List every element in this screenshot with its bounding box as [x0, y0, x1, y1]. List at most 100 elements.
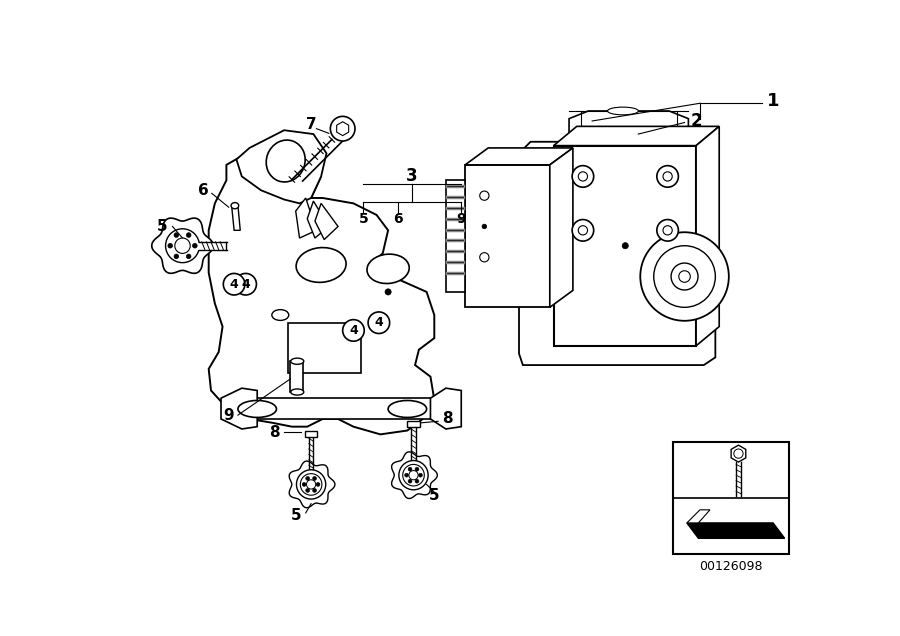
- Circle shape: [307, 480, 316, 489]
- Circle shape: [235, 273, 256, 295]
- Circle shape: [330, 116, 355, 141]
- Polygon shape: [232, 205, 240, 230]
- Ellipse shape: [653, 245, 716, 307]
- Text: 5: 5: [429, 488, 439, 504]
- Ellipse shape: [272, 310, 289, 321]
- Text: 8: 8: [270, 425, 280, 439]
- Text: 4: 4: [230, 278, 238, 291]
- Ellipse shape: [388, 401, 427, 417]
- Circle shape: [223, 273, 245, 295]
- Circle shape: [734, 449, 743, 459]
- Polygon shape: [550, 148, 573, 307]
- Polygon shape: [315, 204, 338, 240]
- Polygon shape: [289, 461, 335, 508]
- Circle shape: [418, 473, 422, 477]
- Bar: [408, 421, 419, 427]
- Circle shape: [657, 219, 679, 241]
- Circle shape: [186, 254, 191, 259]
- Circle shape: [296, 470, 326, 499]
- Ellipse shape: [231, 203, 239, 209]
- Polygon shape: [296, 198, 317, 238]
- Circle shape: [657, 165, 679, 187]
- Polygon shape: [337, 121, 348, 135]
- Text: 5: 5: [158, 219, 167, 234]
- Polygon shape: [696, 127, 719, 346]
- Circle shape: [312, 488, 317, 492]
- Text: 4: 4: [241, 278, 250, 291]
- Polygon shape: [392, 452, 437, 499]
- Polygon shape: [152, 218, 213, 273]
- Polygon shape: [731, 445, 746, 462]
- Polygon shape: [430, 388, 461, 429]
- Bar: [288, 322, 361, 373]
- Circle shape: [174, 233, 179, 237]
- Ellipse shape: [238, 401, 276, 417]
- Circle shape: [306, 488, 310, 492]
- Polygon shape: [687, 510, 710, 523]
- Ellipse shape: [291, 389, 304, 395]
- Polygon shape: [291, 361, 303, 392]
- Circle shape: [312, 476, 317, 480]
- Circle shape: [663, 226, 672, 235]
- Polygon shape: [229, 398, 438, 419]
- Ellipse shape: [367, 254, 410, 284]
- Text: 00126098: 00126098: [699, 560, 762, 572]
- Bar: [554, 146, 696, 346]
- Text: 9: 9: [223, 408, 234, 422]
- Text: 8: 8: [442, 411, 453, 427]
- Ellipse shape: [640, 232, 729, 321]
- Circle shape: [302, 483, 306, 487]
- Circle shape: [166, 229, 200, 263]
- Bar: [673, 442, 788, 554]
- Circle shape: [301, 474, 322, 495]
- Text: 5: 5: [291, 508, 301, 523]
- Text: 5: 5: [358, 212, 368, 226]
- Text: 1: 1: [767, 92, 779, 110]
- Circle shape: [316, 483, 320, 487]
- Text: 2: 2: [690, 112, 702, 130]
- Circle shape: [402, 464, 424, 486]
- Ellipse shape: [671, 263, 698, 290]
- Circle shape: [482, 224, 487, 229]
- Polygon shape: [221, 388, 257, 429]
- Circle shape: [579, 226, 588, 235]
- Circle shape: [405, 473, 409, 477]
- Polygon shape: [687, 523, 785, 538]
- Circle shape: [368, 312, 390, 333]
- Text: 4: 4: [374, 316, 383, 329]
- Circle shape: [415, 480, 419, 483]
- Circle shape: [168, 244, 173, 248]
- Text: 6: 6: [198, 183, 209, 198]
- Ellipse shape: [266, 140, 305, 182]
- Circle shape: [399, 460, 428, 490]
- Circle shape: [663, 172, 672, 181]
- Circle shape: [306, 476, 310, 480]
- Text: 4: 4: [349, 324, 358, 337]
- Circle shape: [415, 467, 419, 471]
- Text: 4: 4: [681, 450, 693, 468]
- Circle shape: [572, 165, 594, 187]
- Circle shape: [193, 244, 197, 248]
- Polygon shape: [446, 180, 465, 292]
- Polygon shape: [465, 165, 550, 307]
- Circle shape: [572, 219, 594, 241]
- Polygon shape: [465, 148, 573, 165]
- Ellipse shape: [608, 107, 638, 115]
- Circle shape: [174, 254, 179, 259]
- Circle shape: [480, 191, 489, 200]
- Circle shape: [579, 172, 588, 181]
- Circle shape: [343, 320, 364, 341]
- Circle shape: [408, 480, 412, 483]
- Text: 7: 7: [306, 116, 317, 132]
- Text: 6: 6: [393, 212, 403, 226]
- Bar: [305, 431, 318, 437]
- Circle shape: [408, 467, 412, 471]
- Circle shape: [409, 471, 419, 480]
- Polygon shape: [307, 201, 328, 238]
- Text: 3: 3: [406, 167, 418, 186]
- Circle shape: [186, 233, 191, 237]
- Polygon shape: [237, 130, 327, 204]
- Text: 9: 9: [456, 212, 466, 226]
- Circle shape: [175, 238, 190, 253]
- Ellipse shape: [296, 247, 346, 282]
